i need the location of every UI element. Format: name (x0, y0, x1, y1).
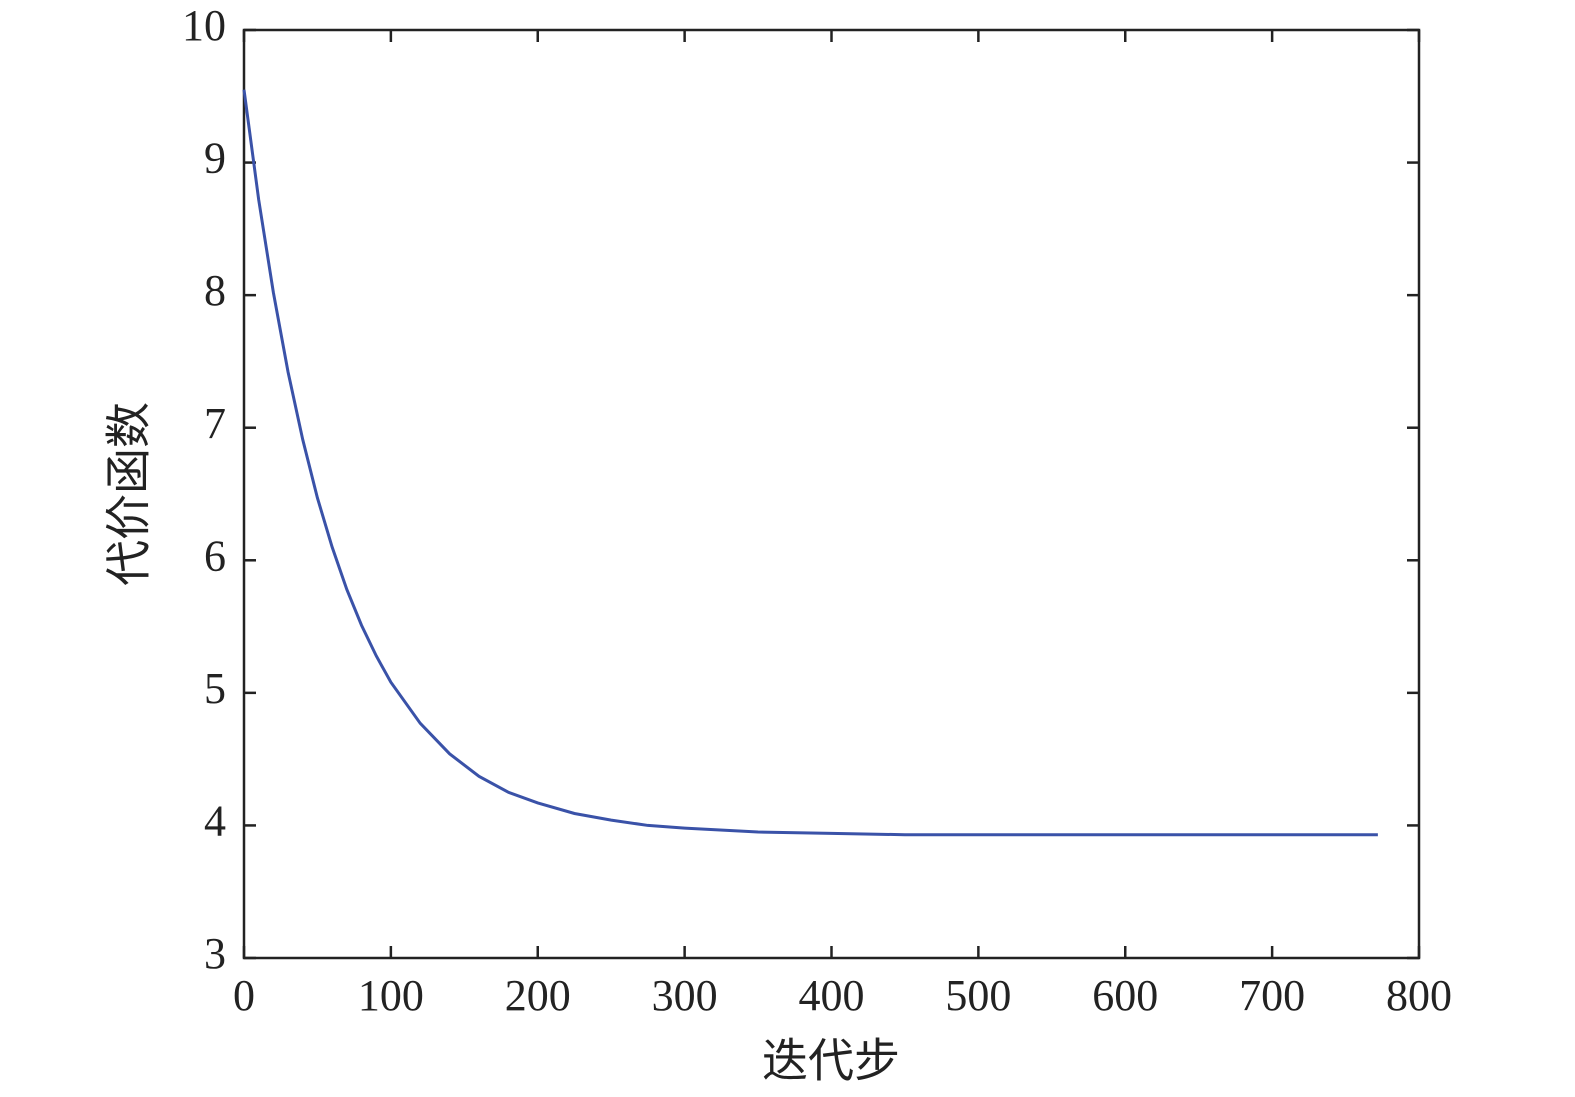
x-tick-label: 500 (945, 971, 1011, 1020)
y-tick-label: 5 (204, 664, 226, 713)
x-tick-label: 800 (1386, 971, 1452, 1020)
x-tick-label: 700 (1239, 971, 1305, 1020)
y-tick-label: 4 (204, 797, 226, 846)
line (242, 89, 1378, 837)
x-tick-label: 200 (505, 971, 571, 1020)
y-tick-label: 7 (204, 399, 226, 448)
y-tick-label: 9 (204, 134, 226, 183)
x-tick-label: 0 (233, 971, 255, 1020)
x-tick-label: 600 (1092, 971, 1158, 1020)
x-tick-label: 100 (358, 971, 424, 1020)
x-axis-label: 迭代步 (762, 1036, 900, 1087)
plot-frame (242, 28, 1421, 960)
x-tick-label: 400 (799, 971, 865, 1020)
y-tick-label: 6 (204, 531, 226, 580)
x-tick-label: 300 (652, 971, 718, 1020)
y-tick-label: 8 (204, 266, 226, 315)
y-tick-label: 10 (182, 1, 226, 50)
y-axis-label: 代价函数 (104, 402, 155, 586)
y-tick-label: 3 (204, 929, 226, 978)
